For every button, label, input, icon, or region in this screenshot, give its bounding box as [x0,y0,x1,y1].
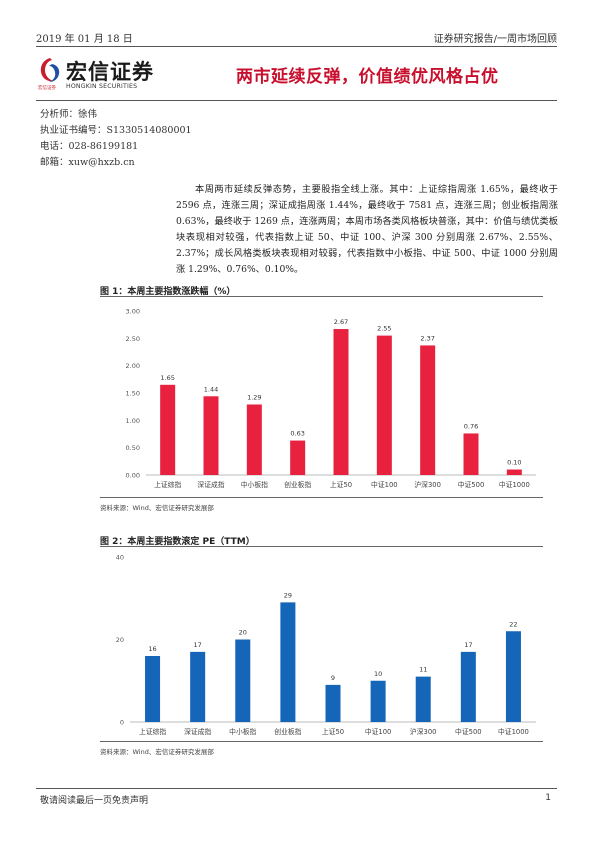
figure-1-ytick-label: 0.50 [126,444,140,452]
figure-1-bar [246,404,262,475]
figure-2-title: 图 2：本周主要指数滚定 PE（TTM） [100,537,255,547]
figure-1-svg: 0.00 0.50 1.00 1.50 2.00 2.50 3.00 1.65 上证综指 1.44… [126,308,536,489]
figure-1-ytick-label: 3.00 [126,308,140,316]
figure-2-bar [280,602,296,722]
figure-1-ytick-label: 0.00 [126,472,140,480]
figure-2-category-label: 深证成指 [184,727,211,736]
analyst-info: 分析师：徐伟 执业证书编号：S1330514080001 电话：028-8619… [40,107,192,171]
figure-2-bar [190,651,206,722]
figure-1-bar [333,329,349,475]
figure-2-data-label: 17 [464,641,472,649]
figure-2-ytick-label: 40 [116,554,124,562]
figure-2-category-label: 沪深300 [410,727,437,736]
figure-2-bottom-rule [100,741,543,742]
figure-1-bar [160,384,176,475]
figure-1-data-label: 2.67 [334,318,348,326]
footer-divider [36,788,557,789]
figure-1-category-label: 中证100 [371,480,398,489]
figure-1-top-rule [100,296,543,297]
figure-2-bar [505,631,521,722]
figure-1-ytick-label: 2.50 [126,335,140,343]
company-logo: 宏信证券 HONGKIN SECURITIES 宏信证券 [38,54,166,94]
figure-1-data-label: 0.10 [507,459,521,467]
analyst-license: 执业证书编号：S1330514080001 [40,125,192,136]
figure-1-ytick-label: 2.00 [126,362,140,370]
figure-2-category-label: 中小板指 [229,727,256,736]
report-type: 证券研究报告/一周市场回顾 [433,34,557,45]
figure-2-ytick-label: 20 [116,636,124,644]
figure-1-category-label: 中小板指 [241,480,268,489]
logo-name-cn: 宏信证券 [66,60,154,84]
figure-2-data-label: 11 [419,666,427,674]
figure-2-data-label: 20 [239,629,247,637]
figure-2-bar [460,651,476,722]
figure-1-data-label: 0.63 [290,430,304,438]
figure-2-data-label: 9 [331,674,335,682]
figure-2-data-label: 29 [284,591,292,599]
figure-2-bar [415,676,431,722]
figure-2-chart: 0 20 40 16 上证综指 17 深证成指 20 中小板指 29 创业板指 9 上证50 10 中证10… [100,548,543,740]
figure-1-bar [290,440,306,475]
figure-2-bar [235,639,251,722]
figure-1-data-label: 0.76 [464,422,478,430]
figure-1-bar [463,433,479,475]
figure-2-category-label: 上证综指 [139,727,166,736]
footer-disclaimer: 敬请阅读最后一页免责声明 [40,796,149,806]
figure-1-category-label: 上证50 [330,480,352,489]
figure-2-data-label: 16 [148,645,156,653]
page-number: 1 [545,793,551,803]
figure-1-bar [506,469,522,475]
figure-1-data-label: 2.55 [377,325,391,333]
figure-2-data-label: 22 [509,620,517,628]
analyst-email: 邮箱：xuw@hxzb.cn [40,157,135,168]
figure-2-bar [325,684,341,722]
figure-2-bar [370,680,386,722]
logo-small-text: 宏信证券 [38,86,56,91]
figure-2-data-label: 17 [194,641,202,649]
figure-2-top-rule [100,546,543,547]
figure-1-ytick-label: 1.50 [126,390,140,398]
figure-1-category-label: 上证综指 [154,480,181,489]
analyst-name: 分析师：徐伟 [40,109,98,120]
header-divider [36,46,557,47]
page-title: 两市延续反弹，价值绩优风格占优 [236,67,499,87]
figure-1-bar [420,345,436,475]
logo-mark-icon [40,58,60,82]
figure-1-data-label: 2.37 [420,334,434,342]
title-divider [36,100,557,101]
figure-1-category-label: 中证500 [458,480,485,489]
figure-2-category-label: 中证100 [365,727,392,736]
figure-2-source: 资料来源：Wind、宏信证券研究发展部 [100,748,214,756]
figure-1-bottom-rule [100,497,543,498]
figure-2-ytick-label: 0 [120,719,124,727]
figure-1-data-label: 1.65 [160,374,174,382]
figure-1-data-label: 1.44 [204,385,218,393]
figure-1-bar [203,396,219,475]
figure-2-category-label: 创业板指 [274,727,301,736]
figure-1-category-label: 深证成指 [197,480,224,489]
figure-1-category-label: 创业板指 [284,480,311,489]
logo-name-en: HONGKIN SECURITIES [66,83,138,90]
figure-2-bar [145,656,161,722]
figure-1-bar [376,335,392,475]
figure-2-category-label: 上证50 [322,727,344,736]
figure-1-source: 资料来源：Wind、宏信证券研究发展部 [100,504,214,512]
analyst-phone: 电话：028-86199181 [40,141,139,152]
figure-1-category-label: 沪深300 [414,480,441,489]
report-date: 2019 年 01 月 18 日 [36,34,133,45]
figure-2-category-label: 中证1000 [498,727,529,736]
figure-1-chart: 0.00 0.50 1.00 1.50 2.00 2.50 3.00 1.65 上证综指 1.44… [100,300,543,496]
summary-paragraph: 本周两市延续反弹态势，主要股指全线上涨。其中：上证综指周涨 1.65%，最终收于… [176,184,558,275]
figure-1-title: 图 1：本周主要指数涨跌幅（%） [100,287,236,297]
figure-1-ytick-label: 1.00 [126,417,140,425]
figure-2-category-label: 中证500 [455,727,482,736]
figure-1-category-label: 中证1000 [499,480,530,489]
figure-2-data-label: 10 [374,670,382,678]
figure-1-data-label: 1.29 [247,393,261,401]
figure-2-svg: 0 20 40 16 上证综指 17 深证成指 20 中小板指 29 创业板指 9 上证50 10 中证10… [116,554,536,736]
